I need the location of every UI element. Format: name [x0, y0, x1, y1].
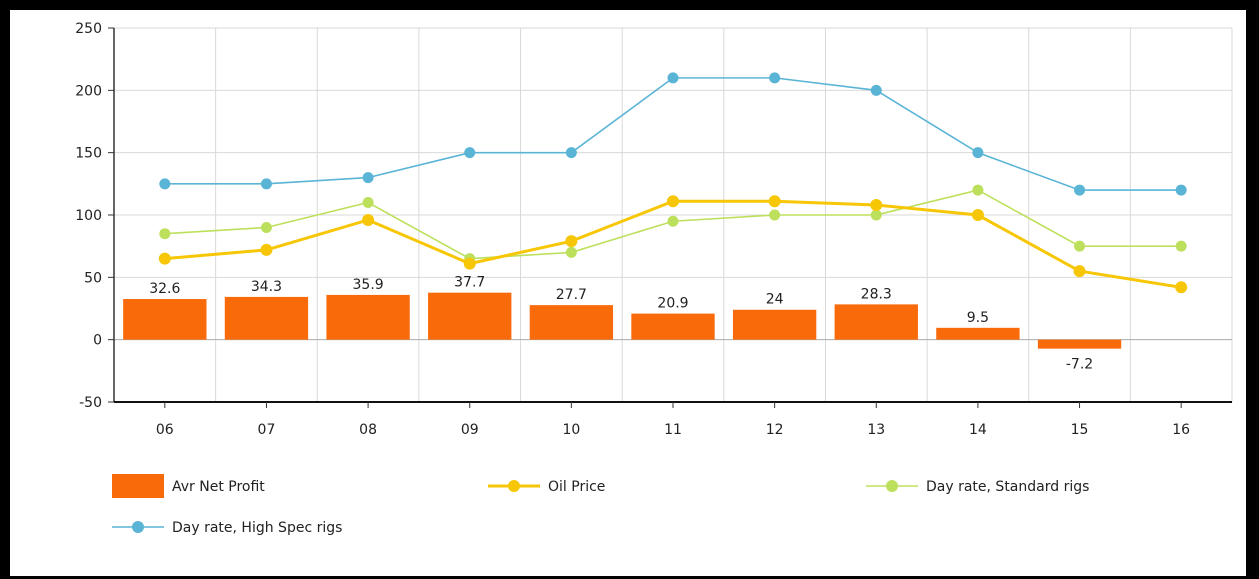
combo-chart: 32.6 34.3 35.9 37.7 27.7 20.9 24 28.3 9.5 -7.2 25… — [75, 21, 1233, 536]
bar-data-label: 27.7 — [556, 287, 587, 303]
series-point — [159, 178, 171, 190]
x-tick-label: 08 — [359, 422, 377, 438]
x-tick-label: 15 — [1071, 422, 1089, 438]
series-point — [768, 195, 781, 208]
series-point — [667, 195, 679, 208]
series-point — [1073, 265, 1086, 278]
x-tick-label: 07 — [258, 422, 276, 438]
series-point — [159, 228, 171, 240]
bar — [224, 296, 309, 340]
y-tick-label: -50 — [79, 395, 102, 411]
bar — [936, 327, 1020, 340]
series-point — [362, 197, 374, 209]
bar-layer — [123, 292, 1122, 349]
series-point — [565, 246, 577, 258]
bar — [732, 309, 817, 340]
bar — [631, 313, 715, 340]
x-tick-label: 09 — [461, 422, 479, 438]
series-point — [667, 215, 679, 227]
bar-data-label: 9.5 — [967, 310, 989, 326]
bar — [326, 294, 410, 340]
x-tick-label: 12 — [766, 422, 784, 438]
x-tick-label: 16 — [1172, 422, 1190, 438]
legend-label: Oil Price — [548, 479, 605, 495]
bar-data-label: 37.7 — [454, 275, 485, 291]
legend-swatch-point — [886, 480, 898, 492]
series-point — [870, 199, 883, 212]
series-point — [972, 184, 984, 196]
y-tick-label: 50 — [84, 270, 102, 286]
series-point — [463, 257, 476, 270]
x-tick-label: 13 — [867, 422, 885, 438]
series-point — [565, 147, 577, 159]
bar-data-label: 24 — [766, 292, 784, 308]
series-point — [362, 172, 374, 184]
bar — [529, 305, 614, 340]
bar — [1037, 339, 1122, 349]
legend-label: Avr Net Profit — [172, 479, 265, 495]
bar-data-label: 34.3 — [251, 279, 282, 295]
bar — [123, 299, 207, 340]
series-point — [870, 84, 882, 96]
series-point — [769, 209, 781, 221]
y-tick-label: 150 — [75, 146, 102, 162]
bar-data-label: 28.3 — [861, 286, 892, 302]
legend-swatch-point — [132, 521, 144, 533]
y-tick-label: 250 — [75, 21, 102, 37]
x-tick-label: 06 — [156, 422, 174, 438]
series-point — [1175, 184, 1187, 196]
y-tick-label: 0 — [93, 333, 102, 349]
bar — [428, 292, 512, 340]
legend: Avr Net Profit Oil Price Day rate, Standar… — [112, 474, 1089, 536]
series-point — [1074, 240, 1086, 252]
series-point — [158, 252, 171, 265]
series-point — [260, 243, 273, 256]
chart-frame: 32.6 34.3 35.9 37.7 27.7 20.9 24 28.3 9.5 -7.2 25… — [10, 10, 1249, 576]
series-point — [362, 213, 375, 226]
bar-data-label: 20.9 — [657, 296, 688, 312]
series-point — [260, 178, 272, 190]
legend-label: Day rate, Standard rigs — [926, 479, 1089, 495]
series-point — [971, 209, 984, 221]
legend-swatch-point — [508, 480, 520, 492]
label-layer: 32.6 34.3 35.9 37.7 27.7 20.9 24 28.3 9.5 -7.2 — [149, 275, 1093, 373]
x-tick-label: 14 — [969, 422, 987, 438]
series-point — [565, 235, 578, 248]
bar-data-label: -7.2 — [1066, 357, 1093, 373]
series-point — [667, 72, 679, 84]
legend-label: Day rate, High Spec rigs — [172, 520, 342, 536]
series-point — [769, 72, 781, 84]
bar-data-label: 35.9 — [353, 277, 384, 293]
line-layer — [158, 72, 1188, 294]
y-tick-label: 200 — [75, 83, 102, 99]
series-point — [972, 147, 984, 159]
x-tick-label: 11 — [664, 422, 682, 438]
x-tick-label: 10 — [562, 422, 580, 438]
legend-swatch-bar — [112, 474, 164, 498]
series-point — [260, 221, 272, 233]
series-point — [464, 147, 476, 159]
series-point — [1175, 240, 1187, 252]
series-point — [870, 209, 882, 221]
series-point — [1074, 184, 1086, 196]
bar-data-label: 32.6 — [149, 281, 180, 297]
bar — [834, 304, 918, 340]
y-tick-label: 100 — [75, 208, 102, 224]
series-point — [1175, 281, 1188, 294]
axis-layer: 250 200 150 100 50 0 -50 06 07 08 09 10 11 12 13 14 15 16 — [75, 21, 1232, 438]
